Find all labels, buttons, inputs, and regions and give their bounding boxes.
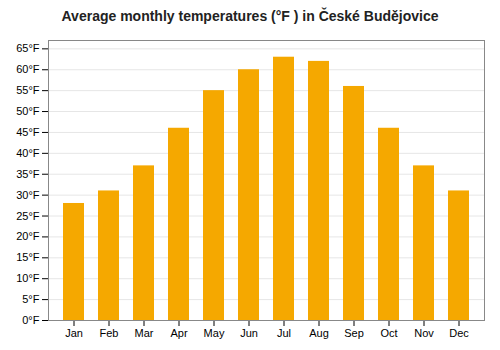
svg-text:40°F: 40°F — [16, 147, 40, 159]
svg-text:Apr: Apr — [170, 327, 187, 339]
svg-text:Sep: Sep — [344, 327, 364, 339]
svg-text:15°F: 15°F — [16, 251, 40, 263]
svg-text:Jan: Jan — [65, 327, 83, 339]
svg-text:10°F: 10°F — [16, 272, 40, 284]
svg-text:60°F: 60°F — [16, 63, 40, 75]
svg-text:Aug: Aug — [309, 327, 329, 339]
svg-text:Dec: Dec — [449, 327, 469, 339]
svg-text:Nov: Nov — [414, 327, 434, 339]
svg-text:May: May — [204, 327, 225, 339]
svg-text:45°F: 45°F — [16, 126, 40, 138]
html-text:Average monthly temperatures (: Average monthly temperatures (°F ) in Če… — [61, 8, 439, 24]
svg-text:Mar: Mar — [135, 327, 154, 339]
svg-text:35°F: 35°F — [16, 168, 40, 180]
svg-text:5°F: 5°F — [22, 293, 40, 305]
svg-text:30°F: 30°F — [16, 189, 40, 201]
svg-text:55°F: 55°F — [16, 84, 40, 96]
svg-text:65°F: 65°F — [16, 42, 40, 54]
svg-text:Jul: Jul — [277, 327, 291, 339]
svg-text:50°F: 50°F — [16, 105, 40, 117]
svg-text:0°F: 0°F — [22, 314, 40, 326]
svg-text:20°F: 20°F — [16, 230, 40, 242]
svg-text:25°F: 25°F — [16, 210, 40, 222]
svg-text:Feb: Feb — [100, 327, 119, 339]
svg-text:Jun: Jun — [240, 327, 258, 339]
svg-text:Oct: Oct — [380, 327, 397, 339]
